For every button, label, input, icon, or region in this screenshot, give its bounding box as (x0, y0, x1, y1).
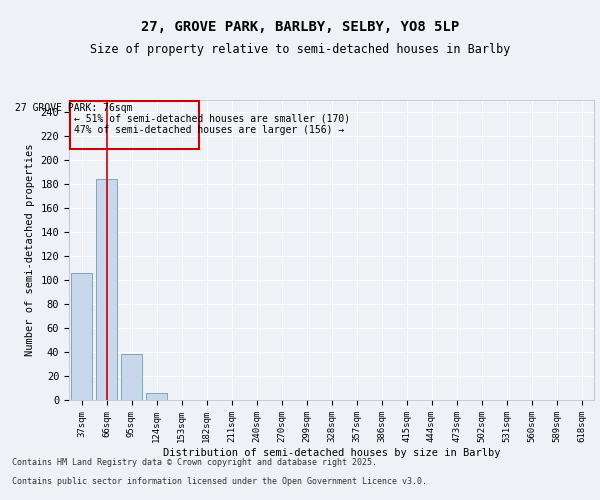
Bar (70, 101, 199, 149)
Text: 27, GROVE PARK, BARLBY, SELBY, YO8 5LP: 27, GROVE PARK, BARLBY, SELBY, YO8 5LP (141, 20, 459, 34)
Text: Contains public sector information licensed under the Open Government Licence v3: Contains public sector information licen… (12, 476, 427, 486)
Y-axis label: Number of semi-detached properties: Number of semi-detached properties (25, 144, 35, 356)
Text: Size of property relative to semi-detached houses in Barlby: Size of property relative to semi-detach… (90, 42, 510, 56)
Bar (146, 393, 167, 400)
Bar (96, 179, 117, 400)
X-axis label: Distribution of semi-detached houses by size in Barlby: Distribution of semi-detached houses by … (163, 448, 500, 458)
Text: 47% of semi-detached houses are larger (156) →: 47% of semi-detached houses are larger (… (74, 125, 344, 135)
Bar (71, 273, 92, 400)
Text: ← 51% of semi-detached houses are smaller (170): ← 51% of semi-detached houses are smalle… (74, 113, 350, 123)
Text: Contains HM Land Registry data © Crown copyright and database right 2025.: Contains HM Land Registry data © Crown c… (12, 458, 377, 467)
Bar (121, 354, 142, 400)
Text: 27 GROVE PARK: 76sqm: 27 GROVE PARK: 76sqm (15, 103, 133, 113)
